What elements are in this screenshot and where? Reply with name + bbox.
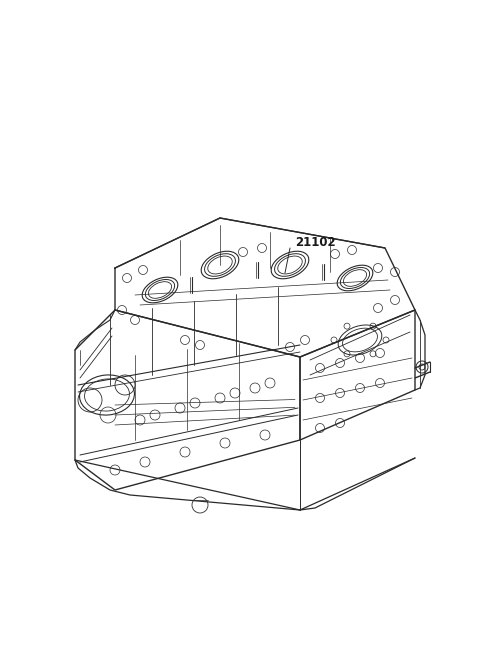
Text: 21102: 21102 (295, 236, 336, 250)
